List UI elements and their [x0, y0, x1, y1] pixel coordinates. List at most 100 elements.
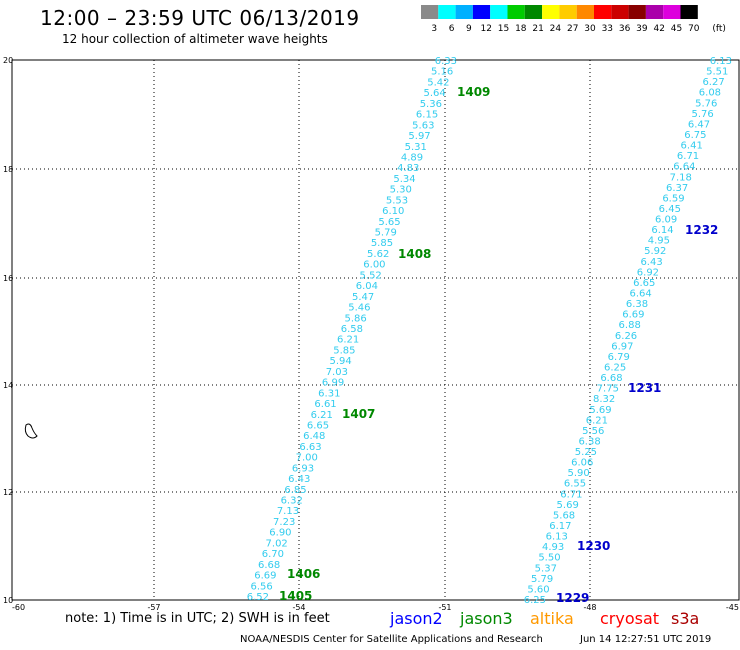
- wave-height-value: 5.25: [575, 447, 597, 458]
- pass-label: 1405: [279, 589, 312, 603]
- color-label: 3: [431, 24, 437, 34]
- wave-height-value: 6.14: [651, 225, 673, 236]
- axis-ticks: -60 -57 -54 -51 -48 -45 10 12 14 16 18 20: [3, 56, 739, 612]
- wave-height-value: 6.65: [633, 278, 655, 289]
- chart-subtitle: 12 hour collection of altimeter wave hei…: [62, 32, 328, 46]
- pass-label: 1409: [457, 85, 490, 99]
- wave-height-value: 6.93: [292, 463, 314, 474]
- chart-title: 12:00 – 23:59 UTC 06/13/2019: [40, 6, 360, 30]
- wave-height-value: 6.25: [604, 362, 626, 373]
- wave-height-value: 6.58: [341, 324, 363, 335]
- wave-height-value: 6.38: [578, 436, 600, 447]
- pass-label: 1231: [628, 381, 661, 395]
- wave-height-value: 6.25: [524, 595, 546, 606]
- legend-jason3: jason3: [460, 609, 513, 628]
- color-label: 33: [602, 24, 613, 34]
- wave-height-value: 7.00: [296, 453, 318, 464]
- wave-height-value: 6.37: [666, 183, 688, 194]
- color-label: 30: [584, 24, 596, 34]
- pass-label: 1229: [556, 591, 589, 605]
- wave-height-value: 6.10: [382, 206, 404, 217]
- legend-altika: altika: [530, 609, 574, 628]
- wave-height-value: 6.71: [560, 489, 582, 500]
- color-label: 42: [653, 24, 664, 34]
- wave-height-value: 6.61: [314, 399, 336, 410]
- wave-height-value: 7.18: [670, 172, 692, 183]
- island-outline: [24, 423, 38, 439]
- wave-height-value: 5.30: [390, 185, 412, 196]
- wave-height-value: 6.55: [564, 479, 586, 490]
- x-tick-label: -48: [583, 603, 596, 612]
- wave-height-value: 5.97: [408, 131, 430, 142]
- color-label: 12: [480, 24, 491, 34]
- wave-height-value: 6.21: [311, 410, 333, 421]
- wave-height-value: 5.69: [557, 500, 579, 511]
- color-label: 27: [567, 24, 578, 34]
- legend-s3a: s3a: [671, 609, 700, 628]
- color-swatch: [455, 5, 473, 19]
- wave-height-value: 6.92: [637, 267, 659, 278]
- color-label: 70: [688, 24, 700, 34]
- y-tick-label: 16: [3, 274, 13, 283]
- wave-height-value: 6.69: [622, 310, 644, 321]
- wave-height-value: 5.79: [531, 574, 553, 585]
- wave-height-value: 4.89: [401, 152, 423, 163]
- wave-height-value: 5.63: [412, 120, 434, 131]
- wave-height-value: 6.04: [356, 281, 378, 292]
- wave-height-value: 5.85: [371, 238, 393, 249]
- y-tick-label: 12: [3, 488, 13, 497]
- y-tick-label: 14: [3, 381, 13, 390]
- wave-height-value: 5.34: [393, 174, 415, 185]
- x-tick-label: -60: [12, 603, 25, 612]
- wave-height-value: 7.13: [277, 506, 299, 517]
- color-swatch: [542, 5, 560, 19]
- wave-height-value: 6.31: [318, 388, 340, 399]
- wave-height-value: 6.64: [673, 162, 695, 173]
- color-swatch: [611, 5, 629, 19]
- wave-height-value: 5.42: [427, 77, 449, 88]
- color-label: 6: [449, 24, 455, 34]
- wave-height-value: 5.85: [333, 345, 355, 356]
- track-1405-1409: 6.335.165.425.645.366.155.635.975.314.89…: [247, 56, 491, 603]
- wave-height-value: 6.68: [258, 560, 280, 571]
- wave-height-value: 5.51: [706, 67, 728, 78]
- wave-height-value: 6.48: [303, 431, 325, 442]
- wave-height-value: 6.75: [684, 130, 706, 141]
- wave-height-value: 6.21: [586, 415, 608, 426]
- color-label: 36: [619, 24, 631, 34]
- map-frame: [11, 59, 740, 601]
- footnote: note: 1) Time is in UTC; 2) SWH is in fe…: [65, 611, 330, 626]
- wave-height-value: 6.41: [681, 141, 703, 152]
- wave-height-value: 5.50: [538, 553, 560, 564]
- y-tick-label: 20: [3, 56, 13, 65]
- y-tick-label: 10: [3, 596, 13, 605]
- wave-height-value: 4.95: [648, 236, 670, 247]
- wave-height-value: 5.76: [695, 98, 717, 109]
- wave-height-value: 6.59: [662, 193, 684, 204]
- color-swatch: [645, 5, 664, 19]
- wave-height-value: 5.64: [423, 88, 445, 99]
- wave-height-value: 5.60: [527, 584, 549, 595]
- wave-height-value: 5.52: [360, 270, 382, 281]
- wave-height-value: 6.69: [254, 571, 276, 582]
- wave-height-value: 6.43: [640, 257, 662, 268]
- color-swatch: [594, 5, 612, 19]
- pass-label: 1407: [342, 407, 375, 421]
- color-label: 9: [466, 24, 472, 34]
- wave-height-value: 5.79: [375, 228, 397, 239]
- wave-height-value: 5.90: [567, 468, 589, 479]
- wave-height-value: 6.06: [571, 458, 593, 469]
- wave-height-value: 5.36: [420, 99, 442, 110]
- wave-height-value: 6.33: [435, 56, 457, 67]
- wave-height-value: 6.64: [629, 289, 651, 300]
- wave-height-value: 6.68: [600, 373, 622, 384]
- wave-height-value: 6.38: [626, 299, 648, 310]
- wave-height-value: 5.92: [644, 246, 666, 257]
- color-swatch: [507, 5, 525, 19]
- color-label: 45: [671, 24, 682, 34]
- color-swatch: [663, 5, 681, 19]
- wave-height-value: 4.83: [397, 163, 419, 174]
- pass-label: 1232: [685, 223, 718, 237]
- wave-height-value: 6.79: [608, 352, 630, 363]
